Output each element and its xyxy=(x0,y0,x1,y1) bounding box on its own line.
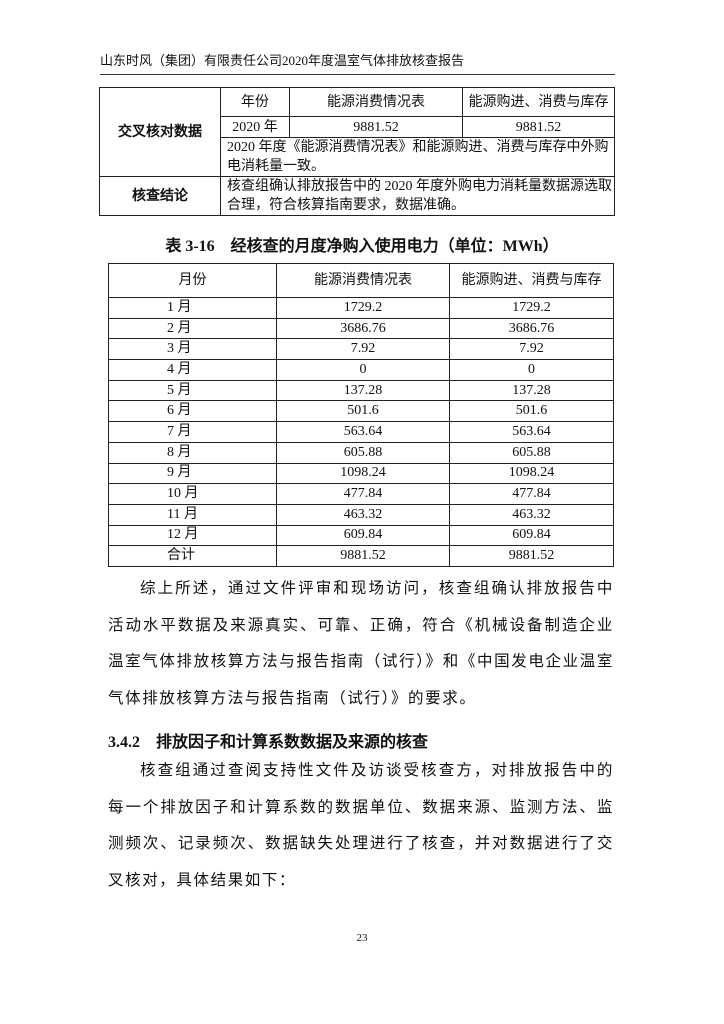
table-cell: 6 月 xyxy=(108,400,277,423)
running-header: 山东时风（集团）有限责任公司2020年度温室气体排放核查报告 xyxy=(100,50,615,75)
section-body: 核查组通过查阅支持性文件及访谈受核查方，对排放报告中的每一个排放因子和计算系数的… xyxy=(108,762,614,889)
table-row: 11 月 463.32 463.32 xyxy=(108,503,614,526)
cross-check-note: 2020 年度《能源消费情况表》和能源购进、消费与库存中外购电消耗量一致。 xyxy=(220,137,615,177)
table-cell: 1729.2 xyxy=(276,297,450,319)
table-row: 5 月 137.28 137.28 xyxy=(108,379,614,402)
table-cell: 5 月 xyxy=(108,379,277,402)
table-cell: 1098.24 xyxy=(449,462,614,485)
cross-check-label: 交叉核对数据 xyxy=(99,87,221,177)
table-row: 7 月 563.64 563.64 xyxy=(108,421,614,443)
table-cell: 7.92 xyxy=(276,338,450,361)
table-row: 12 月 609.84 609.84 xyxy=(108,524,614,547)
conclusion-text: 核查组确认排放报告中的 2020 年度外购电力消耗量数据源选取合理，符合核算指南… xyxy=(220,176,615,216)
table-cell: 1729.2 xyxy=(449,297,614,319)
page-number: 23 xyxy=(356,932,368,944)
year-cell: 2020 年 xyxy=(220,116,290,138)
table-cell: 11 月 xyxy=(108,503,277,526)
table-caption: 表 3-16 经核查的月度净购入使用电力（单位：MWh） xyxy=(165,238,559,255)
table-row: 9 月 1098.24 1098.24 xyxy=(108,462,614,485)
summary-paragraph: 综上所述，通过文件评审和现场访问，核查组确认排放报告中活动水平数据及来源真实、可… xyxy=(108,580,614,707)
table-cell: 12 月 xyxy=(108,524,277,547)
table-cell: 2 月 xyxy=(108,317,277,340)
table-cell: 3686.76 xyxy=(276,317,450,340)
table-cell: 7 月 xyxy=(108,421,277,443)
conclusion-label: 核查结论 xyxy=(99,176,221,216)
table-row: 10 月 477.84 477.84 xyxy=(108,483,614,505)
value-b: 9881.52 xyxy=(462,116,615,138)
table-row: 1 月 1729.2 1729.2 xyxy=(108,297,614,319)
section-heading: 3.4.2 排放因子和计算系数数据及来源的核查 xyxy=(108,734,429,751)
table-cell: 9881.52 xyxy=(449,545,614,567)
table-cell: 3686.76 xyxy=(449,317,614,340)
table-row: 2 月 3686.76 3686.76 xyxy=(108,317,614,340)
table-cell: 605.88 xyxy=(276,441,450,464)
table-cell: 7.92 xyxy=(449,338,614,361)
table-cell: 0 xyxy=(276,359,450,381)
table-cell: 0 xyxy=(449,359,614,381)
table-cell: 月份 xyxy=(108,263,277,298)
monthly-electricity-table: 月份 能源消费情况表 能源购进、消费与库存 1 月 1729.2 1729.2 2 月 368… xyxy=(108,263,614,567)
table-cell: 477.84 xyxy=(449,483,614,505)
table-cell: 能源购进、消费与库存 xyxy=(449,263,614,298)
table-cell: 9 月 xyxy=(108,462,277,485)
table-cell: 609.84 xyxy=(449,524,614,547)
table-cell: 3 月 xyxy=(108,338,277,361)
table-cell: 1098.24 xyxy=(276,462,450,485)
table-cell: 137.28 xyxy=(449,379,614,402)
col-year: 年份 xyxy=(220,87,290,117)
table-cell: 609.84 xyxy=(276,524,450,547)
table-cell: 能源消费情况表 xyxy=(276,263,450,298)
table-row: 3 月 7.92 7.92 xyxy=(108,338,614,361)
table-cell: 563.64 xyxy=(276,421,450,443)
table-cell: 8 月 xyxy=(108,441,277,464)
table-cell: 4 月 xyxy=(108,359,277,381)
table-cell: 1 月 xyxy=(108,297,277,319)
col-energy-consumption: 能源消费情况表 xyxy=(289,87,463,117)
table-cell: 463.32 xyxy=(276,503,450,526)
table-row: 月份 能源消费情况表 能源购进、消费与库存 xyxy=(108,263,614,298)
table-cell: 501.6 xyxy=(276,400,450,423)
table-row: 合计 9881.52 9881.52 xyxy=(108,545,614,567)
table-cell: 合计 xyxy=(108,545,277,567)
value-a: 9881.52 xyxy=(289,116,463,138)
table-cell: 563.64 xyxy=(449,421,614,443)
cross-check-table: 交叉核对数据 年份 能源消费情况表 能源购进、消费与库存 2020 年 9881… xyxy=(99,87,615,216)
table-cell: 605.88 xyxy=(449,441,614,464)
table-cell: 10 月 xyxy=(108,483,277,505)
table-row: 8 月 605.88 605.88 xyxy=(108,441,614,464)
table-cell: 463.32 xyxy=(449,503,614,526)
col-energy-purchase: 能源购进、消费与库存 xyxy=(462,87,615,117)
table-cell: 9881.52 xyxy=(276,545,450,567)
table-row: 6 月 501.6 501.6 xyxy=(108,400,614,423)
table-cell: 137.28 xyxy=(276,379,450,402)
table-cell: 501.6 xyxy=(449,400,614,423)
table-cell: 477.84 xyxy=(276,483,450,505)
